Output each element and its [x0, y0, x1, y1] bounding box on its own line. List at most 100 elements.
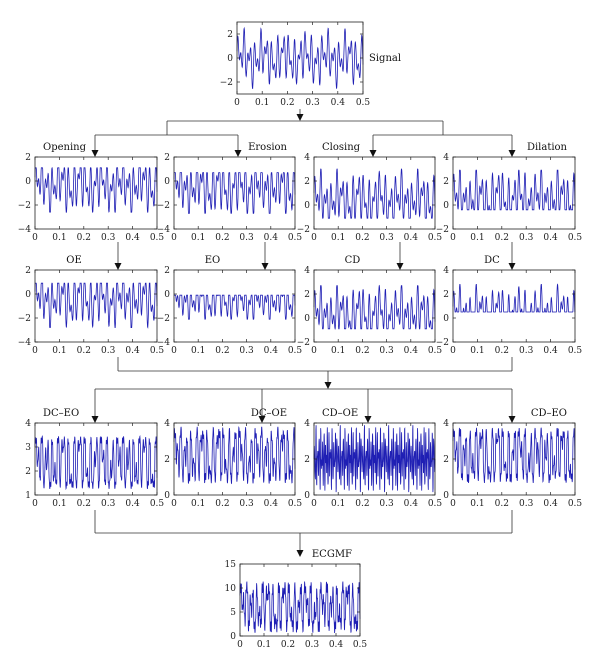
- waveform-line-dc_oe: [173, 425, 296, 485]
- ytick-label: 0: [443, 314, 449, 324]
- ytick-label: 4: [304, 419, 310, 429]
- xtick-label: 0: [311, 346, 317, 356]
- xtick-label: 0.1: [470, 233, 484, 243]
- xtick-label: 0: [171, 233, 177, 243]
- waveform-line-erosion: [173, 172, 296, 214]
- arrow-combo-2: [364, 416, 372, 423]
- xtick-label: 0.2: [215, 233, 229, 243]
- panel-title-eo: EO: [205, 255, 221, 266]
- ytick-label: 2: [164, 153, 170, 163]
- xtick-label: 0.1: [191, 499, 205, 509]
- arrow-combo-3: [508, 416, 516, 423]
- xtick-label: 0.1: [191, 233, 205, 243]
- xtick-label: 0.5: [288, 346, 303, 356]
- axes-frame-opening: [34, 156, 158, 230]
- xtick-label: 0: [171, 346, 177, 356]
- axes-frame-dilation: [452, 156, 576, 230]
- arrow-opening: [91, 150, 99, 157]
- xtick-label: 0.1: [331, 346, 345, 356]
- xtick-label: 0.4: [125, 346, 140, 356]
- arrow-merge: [324, 382, 332, 389]
- xtick-label: 0: [450, 346, 456, 356]
- panel-title-erosion: Erosion: [248, 142, 287, 153]
- xtick-label: 0.2: [77, 346, 91, 356]
- waveform-line-dilation: [452, 169, 576, 211]
- arrow-ecgmf: [296, 550, 304, 557]
- ytick-label: 2: [443, 290, 449, 300]
- panel-title-closing: Closing: [322, 142, 361, 153]
- ytick-label: −2: [18, 201, 31, 211]
- xtick-label: 0.5: [288, 499, 303, 509]
- ytick-label: 1: [25, 491, 31, 501]
- axes-frame-cd: [313, 269, 436, 343]
- xtick-label: 0.5: [150, 499, 165, 509]
- panel-dc_oe: 4 2 00 0.1 0.2 0.3 0.4 0.5 DC–OE: [164, 408, 302, 509]
- waveform-line-dc: [452, 283, 576, 313]
- arrow-eo: [261, 263, 269, 270]
- xtick-label: 0: [32, 233, 38, 243]
- xtick-label: 0.4: [264, 499, 279, 509]
- xtick-label: 0.3: [239, 346, 254, 356]
- ytick-label: 0: [164, 290, 170, 300]
- xtick-label: 0.1: [191, 346, 205, 356]
- waveform-line-cd: [313, 284, 436, 330]
- panel-dc_eo: 4 3 2 10 0.1 0.2 0.3 0.4 0.5 DC–EO: [25, 408, 164, 509]
- ytick-label: −4: [18, 338, 32, 348]
- arrow-oe: [114, 263, 122, 270]
- xtick-label: 0.1: [331, 499, 345, 509]
- ytick-label: −2: [436, 225, 449, 235]
- ytick-label: 2: [304, 290, 310, 300]
- xtick-label: 0.3: [379, 346, 394, 356]
- ytick-label: 2: [25, 266, 31, 276]
- ytick-label: 4: [443, 266, 449, 276]
- xtick-label: 0.2: [215, 346, 229, 356]
- ytick-label: 2: [304, 455, 310, 465]
- xtick-label: 0: [450, 499, 456, 509]
- ytick-label: 2: [164, 266, 170, 276]
- xtick-label: 0.2: [355, 233, 369, 243]
- ytick-label: 15: [225, 560, 237, 570]
- xtick-label: 0.3: [305, 640, 320, 650]
- ytick-label: 4: [443, 419, 449, 429]
- xtick-label: 0.1: [470, 499, 484, 509]
- ytick-label: −4: [157, 338, 171, 348]
- xtick-label: 0.2: [355, 346, 369, 356]
- xtick-label: 0.4: [125, 499, 140, 509]
- ytick-label: 2: [164, 455, 170, 465]
- ytick-label: 3: [25, 443, 31, 453]
- xtick-label: 0.3: [379, 499, 394, 509]
- ytick-label: 2: [443, 455, 449, 465]
- ytick-label: −2: [297, 225, 310, 235]
- panel-title-cd: CD: [345, 255, 361, 266]
- xtick-label: 0.3: [519, 499, 534, 509]
- waveform-line-signal: [236, 26, 364, 90]
- xtick-label: 0.2: [77, 233, 91, 243]
- xtick-label: 0.2: [355, 499, 369, 509]
- xtick-label: 0.5: [353, 640, 368, 650]
- waveform-line-dc_eo: [34, 435, 158, 491]
- panel-ecgmf: 15 10 5 00 0.1 0.2 0.3 0.4 0.5 ECGMF: [225, 549, 368, 650]
- panel-title-dilation: Dilation: [527, 142, 568, 153]
- panel-title-opening: Opening: [43, 142, 87, 153]
- panel-cd_eo: 4 2 00 0.1 0.2 0.3 0.4 0.5 CD–EO: [443, 408, 582, 509]
- xtick-label: 0.1: [52, 499, 66, 509]
- ytick-label: 0: [25, 290, 31, 300]
- waveform-line-eo: [174, 294, 296, 320]
- ytick-label: 0: [443, 201, 449, 211]
- xtick-label: 0: [311, 499, 317, 509]
- xtick-label: 0: [32, 346, 38, 356]
- xtick-label: 0.4: [264, 233, 279, 243]
- panel-cd: 420−20 0.1 0.2 0.3 0.4 0.5CD: [297, 255, 443, 356]
- waveform-line-closing: [313, 168, 436, 219]
- ytick-label: 2: [25, 467, 31, 477]
- waveform-line-opening: [34, 166, 158, 213]
- xtick-label: 0.1: [52, 346, 66, 356]
- panel-title-oe: OE: [66, 255, 82, 266]
- xtick-label: 0.2: [495, 346, 509, 356]
- xtick-label: 0.5: [428, 233, 443, 243]
- xtick-label: 0.5: [356, 98, 371, 108]
